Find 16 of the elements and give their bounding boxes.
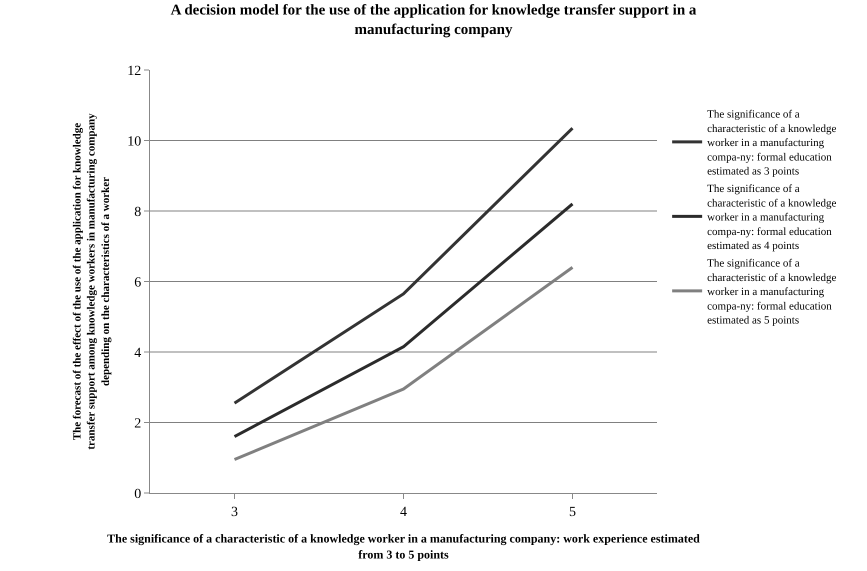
y-tick-label: 0	[134, 486, 142, 502]
chart-title: A decision model for the use of the application for knowledge transfer support in a manufacturing company	[170, 2, 697, 38]
y-tick-label: 4	[134, 346, 142, 361]
y-tick-label: 2	[134, 416, 142, 432]
y-tick-label: 6	[134, 275, 142, 290]
x-tick-label: 3	[231, 504, 238, 520]
y-axis-title: The forecast of the effect of the use of the application for knowledge transfer support among knowledge workers in manufacturing company depending on the characteristics of a worker	[71, 112, 112, 450]
x-tick-label: 4	[400, 504, 407, 520]
legend-label: The significance of a characteristic of a knowledge worker in a manufacturing compa-ny: formal education estimated as 5 points	[707, 258, 836, 327]
y-tick-label: 12	[127, 64, 142, 79]
x-axis-title: The significance of a characteristic of a knowledge worker in a manufacturing company: work experience estimated from 3 to 5 points	[107, 532, 700, 562]
y-tick-label: 8	[134, 204, 142, 220]
legend-label: The significance of a characteristic of a knowledge worker in a manufacturing compa-ny: formal education estimated as 3 points	[707, 108, 836, 178]
y-tick-label: 10	[127, 134, 142, 150]
legend-label: The significance of a characteristic of a knowledge worker in a manufacturing compa-ny: formal education estimated as 4 points	[707, 183, 836, 252]
x-tick-label: 5	[569, 504, 576, 520]
